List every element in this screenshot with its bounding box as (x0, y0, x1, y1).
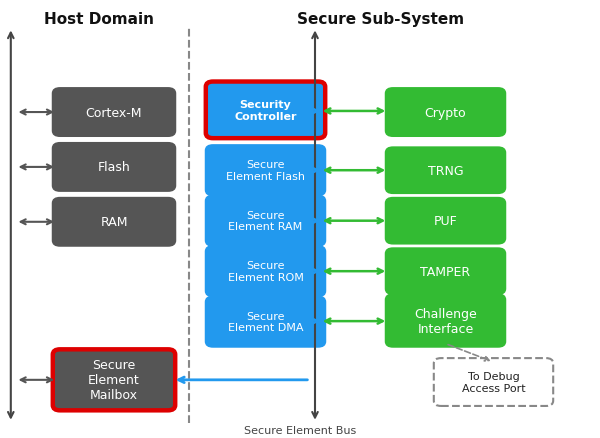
Text: PUF: PUF (434, 215, 457, 228)
Text: Secure Element Bus: Secure Element Bus (244, 425, 356, 435)
FancyBboxPatch shape (386, 89, 505, 137)
Text: Secure
Element ROM: Secure Element ROM (227, 261, 304, 283)
FancyBboxPatch shape (53, 198, 175, 246)
Text: Security
Controller: Security Controller (234, 100, 297, 121)
FancyBboxPatch shape (206, 146, 325, 196)
FancyBboxPatch shape (206, 247, 325, 297)
FancyBboxPatch shape (386, 295, 505, 347)
Text: Secure
Element Flash: Secure Element Flash (226, 160, 305, 182)
Text: TAMPER: TAMPER (421, 265, 470, 278)
Text: Challenge
Interface: Challenge Interface (414, 307, 477, 335)
Text: Flash: Flash (98, 161, 130, 174)
FancyBboxPatch shape (206, 82, 325, 139)
FancyBboxPatch shape (434, 358, 553, 406)
FancyBboxPatch shape (53, 144, 175, 191)
Text: Crypto: Crypto (425, 106, 466, 119)
Text: Cortex-M: Cortex-M (86, 106, 142, 119)
Text: Secure
Element RAM: Secure Element RAM (229, 210, 302, 232)
FancyBboxPatch shape (386, 148, 505, 194)
FancyBboxPatch shape (53, 350, 175, 410)
Text: TRNG: TRNG (428, 164, 463, 177)
Text: To Debug
Access Port: To Debug Access Port (461, 371, 526, 393)
Text: Secure
Element
Mailbox: Secure Element Mailbox (88, 359, 140, 401)
Text: Host Domain: Host Domain (44, 12, 154, 27)
Text: Secure
Element DMA: Secure Element DMA (228, 311, 303, 333)
Text: RAM: RAM (100, 216, 128, 229)
FancyBboxPatch shape (206, 297, 325, 347)
FancyBboxPatch shape (386, 198, 505, 244)
FancyBboxPatch shape (53, 89, 175, 137)
FancyBboxPatch shape (206, 196, 325, 246)
Text: Secure Sub-System: Secure Sub-System (298, 12, 464, 27)
FancyBboxPatch shape (386, 249, 505, 294)
